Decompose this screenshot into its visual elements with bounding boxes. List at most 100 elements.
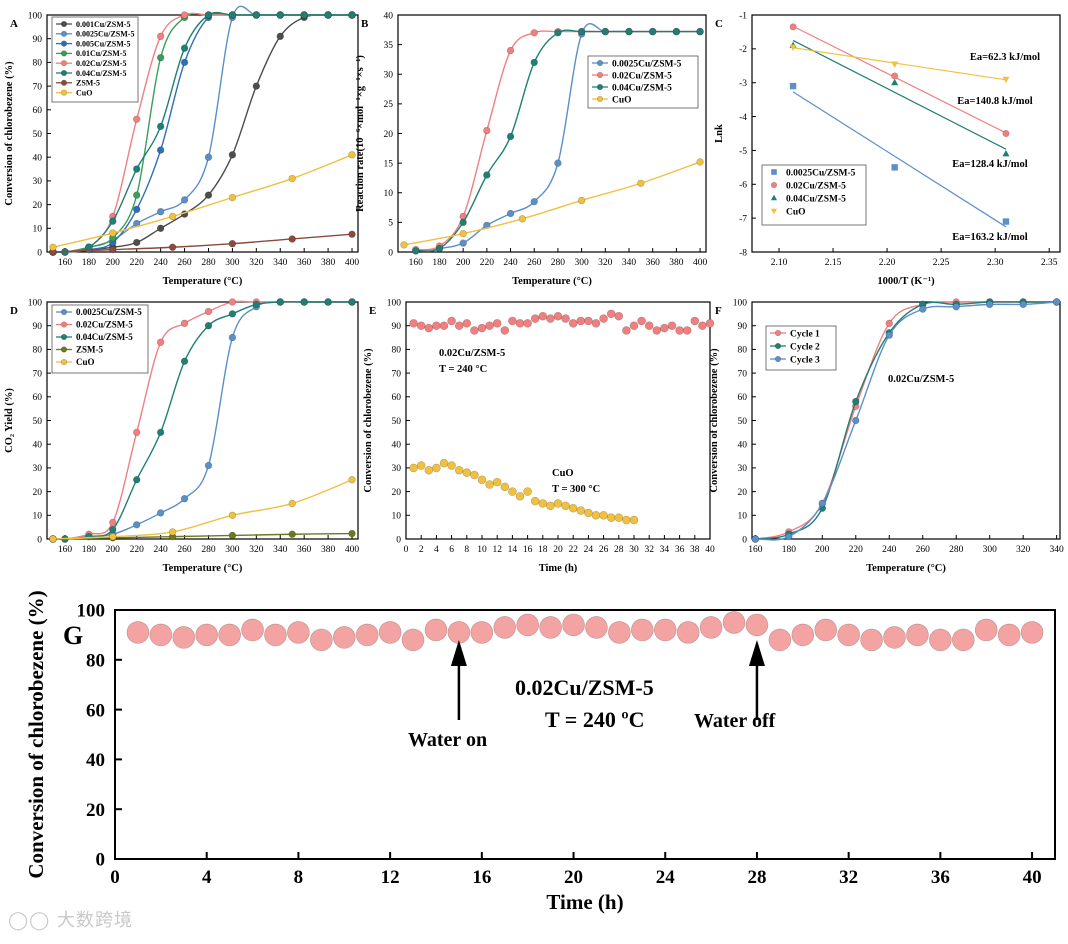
y-tick-label: -2 (739, 45, 747, 55)
data-point (561, 314, 570, 323)
y-tick-label: 0 (388, 248, 393, 258)
data-point (553, 311, 563, 321)
data-point (156, 428, 165, 437)
data-point (156, 338, 165, 346)
x-tick-label: 40 (1023, 867, 1042, 888)
data-point (985, 300, 994, 309)
data-point (109, 217, 117, 225)
x-tick-label: 36 (675, 545, 685, 555)
x-tick-label: 0 (404, 545, 409, 555)
data-point (156, 208, 165, 216)
data-point (696, 158, 704, 166)
x-tick-label: 180 (82, 545, 97, 555)
y-axis-label: Conversion of chlorobezene (%) (363, 348, 374, 493)
data-point (591, 319, 601, 328)
chart-panel-c: 2.10 2.15 2.20 2.25 2.30 2.35 -1 -2 -3 -4 -5 -6 -7 -8… (714, 11, 1061, 287)
data-point (789, 23, 797, 31)
data-point (515, 492, 525, 501)
legend-marker (60, 69, 68, 77)
x-tick-label: 380 (321, 545, 336, 555)
legend-label: 0.02Cu/ZSM-5 (76, 320, 133, 330)
data-point (355, 623, 379, 647)
data-point (276, 32, 284, 41)
legend-marker (596, 59, 604, 67)
x-axis-label: Time (h) (546, 890, 623, 914)
legend-label: ZSM-5 (76, 345, 104, 355)
data-point (676, 621, 700, 644)
y-axis-label: Conversion of chlorobezene (%) (4, 61, 15, 206)
data-point (228, 310, 237, 318)
annotation-text: Ea=163.2 kJ/mol (952, 232, 1027, 243)
data-point (675, 326, 684, 335)
data-point (288, 499, 296, 508)
y-tick-label: 60 (33, 393, 43, 403)
x-tick-label: 2.35 (1041, 258, 1058, 268)
y-tick-label: 80 (392, 346, 402, 356)
data-point (885, 319, 893, 328)
data-point (852, 397, 860, 406)
plot-frame (751, 14, 1061, 253)
legend-marker (60, 20, 68, 28)
data-point (133, 115, 141, 123)
y-tick-label: 30 (392, 464, 402, 474)
data-point (204, 153, 213, 161)
data-point (637, 316, 646, 326)
data-point (470, 326, 479, 335)
legend-label: CuO (786, 207, 806, 217)
x-tick-label: 360 (297, 545, 312, 555)
y-tick-label: 80 (738, 346, 748, 356)
y-tick-label: 0 (37, 535, 42, 545)
data-point (599, 314, 608, 323)
y-tick-label: 100 (28, 298, 43, 308)
data-point (745, 613, 769, 637)
data-point (492, 319, 502, 328)
series-0-04cu-zsm-5 (49, 298, 356, 543)
data-point (506, 209, 515, 218)
data-point (252, 11, 261, 19)
data-point (562, 613, 585, 637)
data-point (506, 46, 515, 55)
data-point (348, 529, 356, 538)
x-axis-label: Temperature (°C) (512, 276, 592, 287)
data-point (516, 613, 539, 637)
panel-letter: E (369, 305, 376, 317)
annotation-text: T = 300 °C (552, 484, 600, 495)
data-point (180, 58, 189, 67)
series-line (52, 233, 353, 253)
legend-marker (596, 95, 604, 103)
data-point (133, 165, 141, 173)
chart-panel-b: 160 180 200 220 240 260 280 300 320 340 360 380 4000… (355, 11, 707, 287)
data-point (156, 32, 165, 41)
data-point (228, 333, 237, 342)
x-tick-label: 38 (690, 545, 700, 555)
data-point (539, 616, 562, 639)
x-tick-label: 2.30 (987, 258, 1004, 268)
data-point (506, 132, 515, 141)
data-point (631, 618, 654, 642)
y-tick-label: 90 (33, 322, 43, 332)
data-point (332, 626, 356, 649)
annotation-text: CuO (552, 468, 574, 479)
data-point (553, 499, 563, 508)
x-tick-label: 26 (599, 545, 609, 555)
data-point (614, 513, 624, 522)
chart-panel-f: 160 180 200 220 240 260 280 300 320 340 0 10 20 30 40 5… (709, 298, 1064, 574)
data-point (577, 196, 586, 205)
series-cuo (409, 458, 639, 525)
data-point (156, 146, 165, 154)
legend-label: 0.001Cu/ZSM-5 (76, 20, 130, 29)
data-point (252, 82, 261, 90)
annotation-text: Ea=140.8 kJ/mol (957, 96, 1032, 107)
x-tick-label: 340 (273, 545, 288, 555)
x-tick-label: 320 (249, 258, 264, 268)
data-point (133, 191, 141, 199)
data-point (785, 532, 793, 541)
legend: 0.0025Cu/ZSM-5 0.02Cu/ZSM-5 0.04Cu/ZSM-5 ZS… (51, 304, 149, 374)
data-point (126, 621, 150, 644)
x-tick-label: 4 (434, 545, 439, 555)
legend-label: 0.02Cu/ZSM-5 (786, 181, 846, 191)
y-tick-label: 60 (86, 700, 105, 721)
data-point (591, 510, 601, 520)
data-point (929, 628, 952, 652)
data-point (644, 321, 654, 331)
